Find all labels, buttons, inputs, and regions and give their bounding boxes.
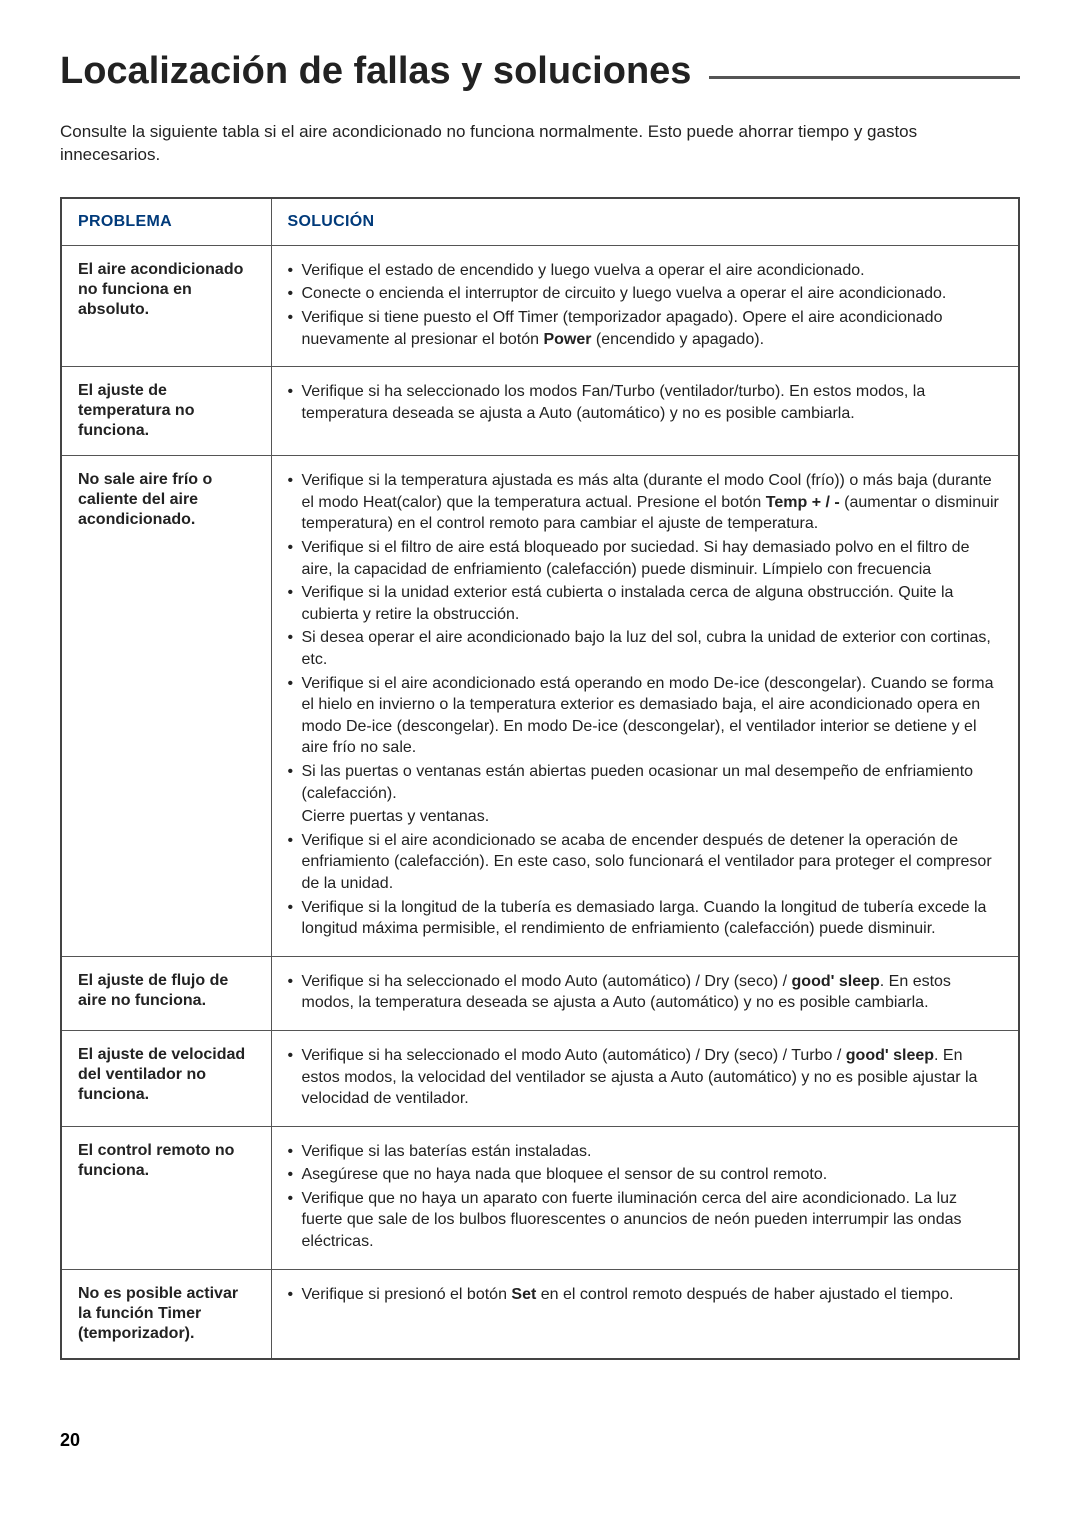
solution-list: Verifique si ha seleccionado el modo Aut… <box>288 971 1003 1014</box>
list-item: Verifique si ha seleccionado los modos F… <box>288 381 1003 424</box>
list-item: Verifique si presionó el botón Set en el… <box>288 1284 1003 1306</box>
list-item: Verifique si el filtro de aire está bloq… <box>288 537 1003 580</box>
page-title: Localización de fallas y soluciones <box>60 50 709 93</box>
title-rule <box>709 76 1020 79</box>
table-row: El ajuste de velocidad del ventilador no… <box>61 1030 1019 1126</box>
solution-list: Verifique si las baterías están instalad… <box>288 1141 1003 1253</box>
list-item: Asegúrese que no haya nada que bloquee e… <box>288 1164 1003 1186</box>
page-number: 20 <box>60 1430 1020 1451</box>
problem-cell: El control remoto no funciona. <box>61 1126 271 1269</box>
list-item: Verifique si el aire acondicionado está … <box>288 673 1003 759</box>
solution-cell: Verifique si la temperatura ajustada es … <box>271 456 1019 956</box>
troubleshooting-table: PROBLEMA SOLUCIÓN El aire acondicionado … <box>60 197 1020 1360</box>
solution-list: Verifique si presionó el botón Set en el… <box>288 1284 1003 1306</box>
list-item: Verifique que no haya un aparato con fue… <box>288 1188 1003 1253</box>
list-item: Si desea operar el aire acondicionado ba… <box>288 627 1003 670</box>
solution-list: Verifique si ha seleccionado los modos F… <box>288 381 1003 424</box>
table-row: El ajuste de temperatura no funciona. Ver… <box>61 367 1019 456</box>
list-item: Si las puertas o ventanas están abiertas… <box>288 761 1003 804</box>
table-row: El control remoto no funciona. Verifique … <box>61 1126 1019 1269</box>
solution-list: Verifique el estado de encendido y luego… <box>288 260 1003 350</box>
table-row: El aire acondicionado no funciona en abs… <box>61 245 1019 366</box>
list-item: Verifique si la unidad exterior está cub… <box>288 582 1003 625</box>
list-item: Conecte o encienda el interruptor de cir… <box>288 283 1003 305</box>
solution-cell: Verifique si ha seleccionado los modos F… <box>271 367 1019 456</box>
list-subtext: Cierre puertas y ventanas. <box>302 806 1003 828</box>
problem-cell: No sale aire frío o caliente del aire ac… <box>61 456 271 956</box>
table-row: No sale aire frío o caliente del aire ac… <box>61 456 1019 956</box>
list-item: Verifique si ha seleccionado el modo Aut… <box>288 971 1003 1014</box>
problem-cell: El ajuste de velocidad del ventilador no… <box>61 1030 271 1126</box>
solution-cell: Verifique el estado de encendido y luego… <box>271 245 1019 366</box>
table-row: El ajuste de flujo de aire no funciona. V… <box>61 956 1019 1030</box>
intro-text: Consulte la siguiente tabla si el aire a… <box>60 121 1020 167</box>
solution-cell: Verifique si presionó el botón Set en el… <box>271 1269 1019 1359</box>
table-row: No es posible activar la función Timer (… <box>61 1269 1019 1359</box>
problem-cell: El ajuste de flujo de aire no funciona. <box>61 956 271 1030</box>
list-item: Verifique si la temperatura ajustada es … <box>288 470 1003 535</box>
list-item: Verifique si la longitud de la tubería e… <box>288 897 1003 940</box>
title-row: Localización de fallas y soluciones <box>60 50 1020 93</box>
list-item: Verifique si las baterías están instalad… <box>288 1141 1003 1163</box>
list-item: Verifique el estado de encendido y luego… <box>288 260 1003 282</box>
list-item: Verifique si el aire acondicionado se ac… <box>288 830 1003 895</box>
col-header-problem: PROBLEMA <box>61 198 271 246</box>
col-header-solution: SOLUCIÓN <box>271 198 1019 246</box>
list-item: Verifique si tiene puesto el Off Timer (… <box>288 307 1003 350</box>
problem-cell: El aire acondicionado no funciona en abs… <box>61 245 271 366</box>
solution-list: Verifique si la temperatura ajustada es … <box>288 470 1003 939</box>
solution-cell: Verifique si ha seleccionado el modo Aut… <box>271 956 1019 1030</box>
list-item: Verifique si ha seleccionado el modo Aut… <box>288 1045 1003 1110</box>
problem-cell: No es posible activar la función Timer (… <box>61 1269 271 1359</box>
solution-list: Verifique si ha seleccionado el modo Aut… <box>288 1045 1003 1110</box>
solution-cell: Verifique si las baterías están instalad… <box>271 1126 1019 1269</box>
solution-cell: Verifique si ha seleccionado el modo Aut… <box>271 1030 1019 1126</box>
problem-cell: El ajuste de temperatura no funciona. <box>61 367 271 456</box>
